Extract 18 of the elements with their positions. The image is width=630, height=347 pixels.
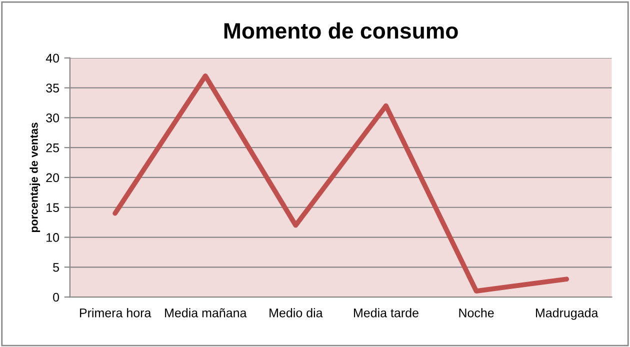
line-series <box>112 73 570 294</box>
y-tick-label: 10 <box>46 233 60 242</box>
y-tick-label: 5 <box>53 263 59 272</box>
y-tick-label: 35 <box>46 84 59 92</box>
x-tick-label: Medio dia <box>270 308 323 318</box>
y-tick-label: 30 <box>46 114 60 122</box>
x-tick-label: Primera hora <box>80 308 152 318</box>
y-tick-label: 20 <box>46 173 60 182</box>
chart-title: Momento de consumo <box>224 22 458 39</box>
y-tick-label: 25 <box>46 143 59 152</box>
y-tick-label: 15 <box>46 203 59 212</box>
y-tick-label: 0 <box>53 292 60 302</box>
x-tick-label: Madrugada <box>536 308 598 320</box>
y-tick-label: 40 <box>46 54 60 63</box>
x-tick-label: Media tarde <box>354 308 418 318</box>
x-tick-label: Media mañana <box>165 308 247 318</box>
y-axis-title: porcentaje de ventas <box>30 122 40 232</box>
x-tick-label: Noche <box>459 308 494 318</box>
